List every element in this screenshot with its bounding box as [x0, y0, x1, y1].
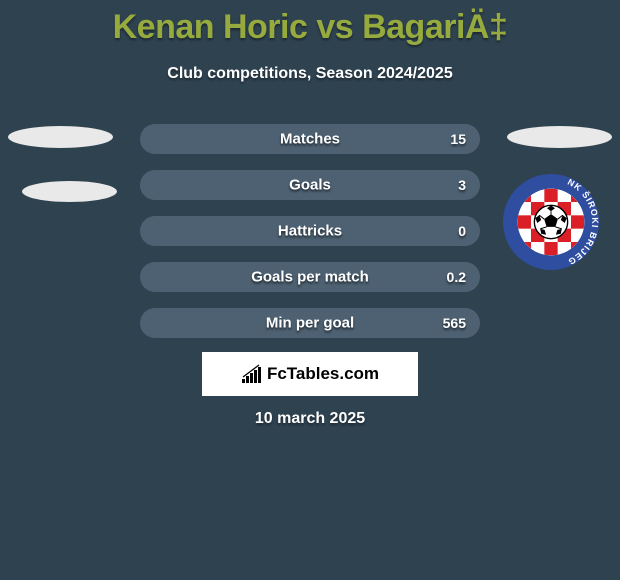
right-ellipse: [507, 126, 612, 148]
club-badge-svg: NK ŠIROKI BRIJEG: [502, 173, 600, 271]
stat-bar-matches: Matches 15: [140, 124, 480, 154]
page-subtitle: Club competitions, Season 2024/2025: [0, 65, 620, 83]
club-badge: NK ŠIROKI BRIJEG: [502, 173, 600, 271]
stat-bar-hattricks: Hattricks 0: [140, 216, 480, 246]
stat-value-right: 0: [458, 223, 466, 239]
stat-label: Min per goal: [266, 315, 354, 332]
stat-label: Matches: [280, 131, 340, 148]
stat-value-right: 0.2: [447, 269, 466, 285]
stat-label: Goals per match: [251, 269, 369, 286]
generation-date: 10 march 2025: [0, 410, 620, 428]
fctables-attribution: FcTables.com: [202, 352, 418, 396]
stat-value-right: 565: [443, 315, 466, 331]
stat-bar-goals: Goals 3: [140, 170, 480, 200]
stat-value-right: 15: [450, 131, 466, 147]
stat-label: Goals: [289, 177, 331, 194]
page-title: Kenan Horic vs BagariÄ‡: [0, 0, 620, 47]
left-ellipse-2: [22, 181, 117, 202]
stat-value-right: 3: [458, 177, 466, 193]
left-ellipse-1: [8, 126, 113, 148]
stat-bar-min-per-goal: Min per goal 565: [140, 308, 480, 338]
stat-label: Hattricks: [278, 223, 342, 240]
fctables-text: FcTables.com: [267, 364, 379, 384]
stat-bar-goals-per-match: Goals per match 0.2: [140, 262, 480, 292]
bar-chart-icon: [241, 364, 263, 384]
stat-bars: Matches 15 Goals 3 Hattricks 0 Goals per…: [140, 124, 480, 354]
